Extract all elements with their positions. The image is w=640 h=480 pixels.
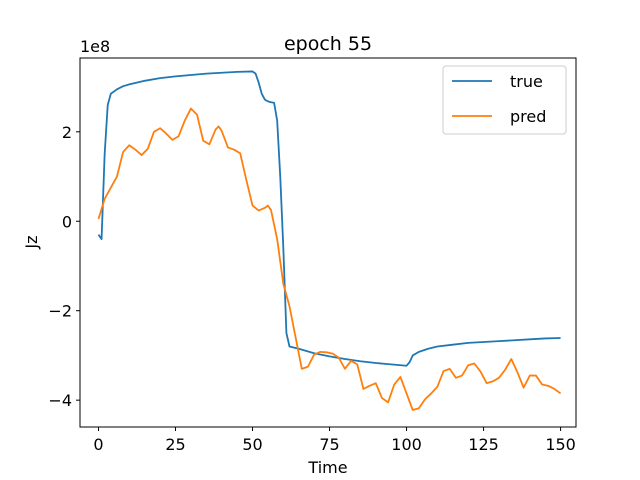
legend-label-true: true bbox=[510, 72, 543, 91]
legend: true pred bbox=[442, 65, 567, 135]
x-tick-label: 100 bbox=[391, 435, 422, 454]
x-tick-label: 0 bbox=[93, 435, 103, 454]
plot-frame bbox=[79, 57, 577, 428]
x-axis-label: Time bbox=[307, 458, 347, 477]
x-tick-label: 125 bbox=[468, 435, 499, 454]
y-offset-label: 1e8 bbox=[80, 37, 110, 56]
x-axis: 0 25 50 75 100 125 150 bbox=[93, 427, 576, 454]
x-tick-label: 25 bbox=[165, 435, 185, 454]
x-tick-label: 50 bbox=[242, 435, 262, 454]
series-line-pred bbox=[97, 107, 562, 411]
plot-area bbox=[97, 70, 562, 411]
legend-label-pred: pred bbox=[510, 107, 546, 126]
legend-box bbox=[442, 65, 567, 135]
y-axis: 2 0 −2 −4 bbox=[48, 123, 80, 410]
y-tick-label: 2 bbox=[62, 123, 72, 142]
y-tick-label: −2 bbox=[48, 302, 72, 321]
chart-title: epoch 55 bbox=[284, 33, 372, 55]
y-axis-label: Jz bbox=[22, 235, 41, 249]
series-line-true bbox=[97, 70, 561, 367]
x-tick-label: 75 bbox=[319, 435, 339, 454]
y-tick-label: −4 bbox=[48, 391, 72, 410]
y-tick-label: 0 bbox=[62, 212, 72, 231]
x-tick-label: 150 bbox=[545, 435, 576, 454]
